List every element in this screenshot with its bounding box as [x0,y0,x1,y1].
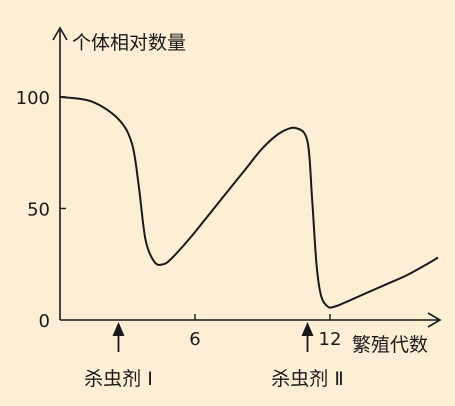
x-axis-arrowhead [427,312,442,328]
y-tick-label-2: 100 [16,88,50,109]
y-tick-label-0: 0 [39,311,50,332]
annotation-label-0: 杀虫剂 Ⅰ [84,368,153,390]
y-axis-arrowhead [52,26,68,41]
y-tick-label-1: 50 [27,199,50,220]
y-axis-title: 个体相对数量 [72,32,186,54]
series-layer [59,95,439,309]
annotation-layer: 杀虫剂 Ⅰ 杀虫剂 Ⅱ [84,322,344,390]
ticks-layer: 0 50 100 6 12 [16,88,342,350]
series-line-0 [59,95,439,309]
x-tick-label-0: 6 [189,329,200,350]
x-axis-title: 繁殖代数 [352,334,428,356]
x-tick-label-1: 12 [319,329,342,350]
annotation-arrowhead-1 [301,322,314,336]
annotation-label-1: 杀虫剂 Ⅱ [271,368,343,390]
annotation-arrowhead-0 [112,322,125,336]
